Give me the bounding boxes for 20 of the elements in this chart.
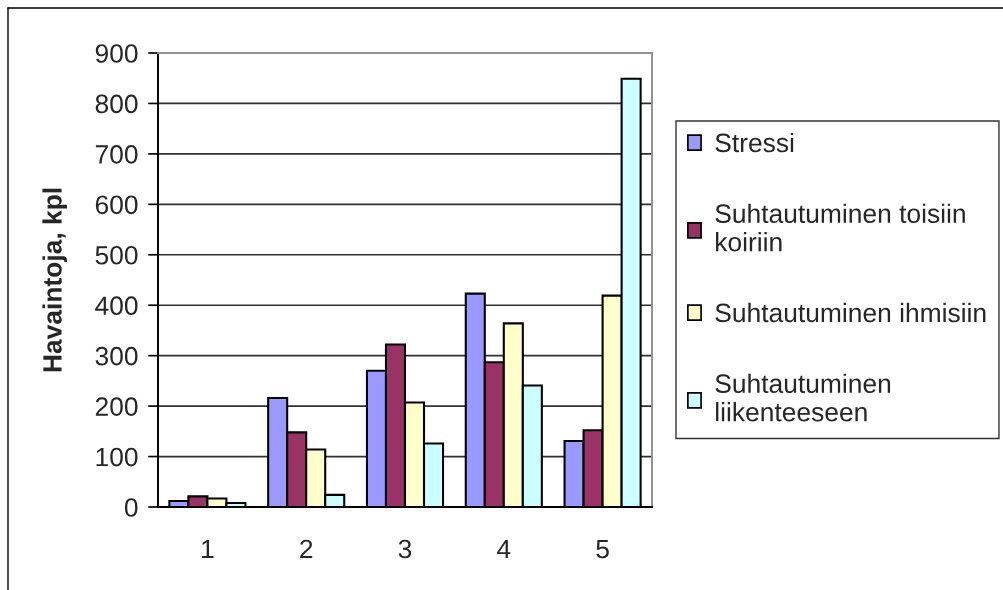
y-tick-label: 600 xyxy=(95,195,138,215)
x-tick-label: 5 xyxy=(596,539,609,559)
y-tick-label: 400 xyxy=(95,296,138,316)
y-tick-label: 100 xyxy=(96,447,138,467)
y-axis-title: Havaintoja, kpl xyxy=(42,188,67,372)
legend-label: Suhtautuminen ihmisiin xyxy=(715,302,986,323)
x-tick-label: 1 xyxy=(202,539,214,559)
y-tick-label: 300 xyxy=(95,346,138,366)
x-tick-label: 4 xyxy=(497,539,511,559)
y-tick-label: 200 xyxy=(95,397,138,416)
y-tick-label: 0 xyxy=(124,498,138,517)
x-tick-label: 2 xyxy=(300,539,313,559)
y-tick-label: 800 xyxy=(95,94,138,114)
y-tick-label: 700 xyxy=(95,145,138,164)
legend-label: Suhtautuminen toisiin koiriin xyxy=(715,203,965,252)
y-tick-label: 500 xyxy=(95,245,138,265)
legend-label: Stressi xyxy=(715,132,794,153)
x-tick-label: 3 xyxy=(398,539,412,559)
y-tick-label: 900 xyxy=(95,44,138,63)
legend-label: Suhtautuminen liikenteeseen xyxy=(715,373,891,422)
